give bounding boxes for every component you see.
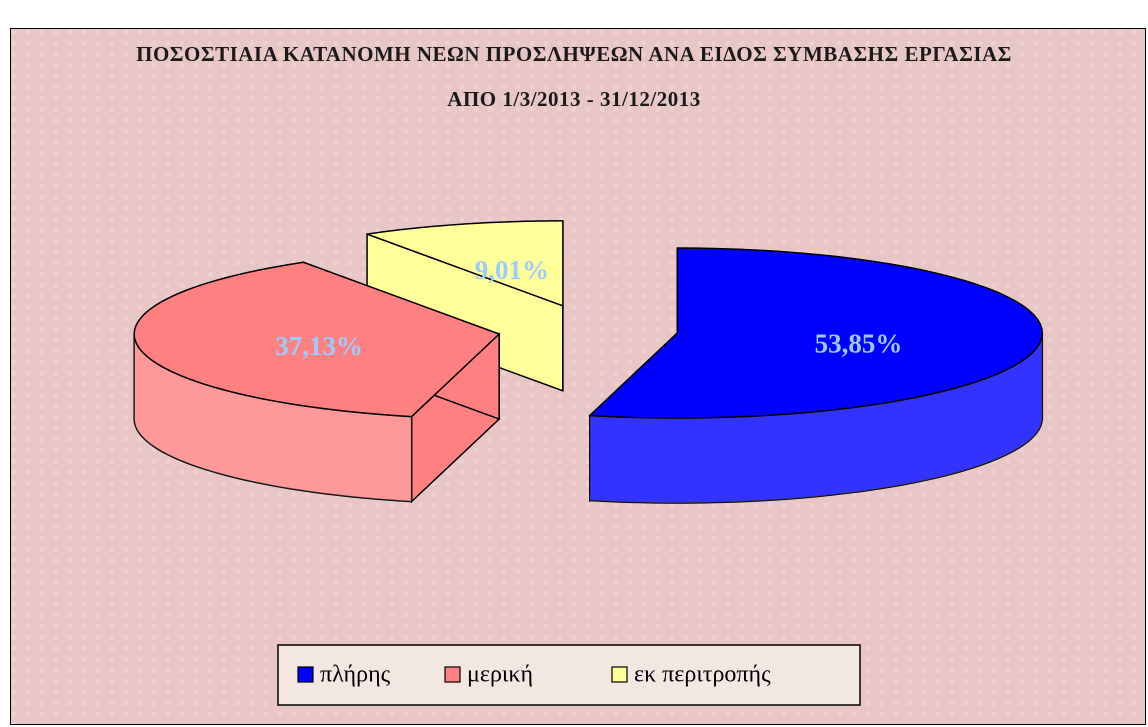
legend [277, 644, 861, 706]
data-label: 53,85% [815, 328, 903, 358]
legend-swatch [444, 666, 461, 683]
slice [133, 261, 501, 504]
chart-title: ΠΟΣΟΣΤΙΑΙΑ ΚΑΤΑΝΟΜΗ ΝΕΩΝ ΠΡΟΣΛΗΨΕΩΝ ΑΝΑ … [136, 42, 1012, 111]
data-label: 9,01% [475, 255, 549, 285]
data-label: 37,13% [275, 331, 363, 361]
slice-top [366, 220, 564, 307]
slice-side-shade [589, 333, 1043, 504]
slice [366, 220, 564, 392]
legend-swatch [611, 666, 628, 683]
slice-top [133, 261, 501, 418]
slice [587, 247, 1044, 504]
legend-label: εκ περιτροπής [634, 662, 771, 688]
legend-label: μερική [467, 662, 533, 688]
legend-label: πλήρης [320, 662, 391, 688]
slice-side-shade [134, 334, 412, 502]
slice-top [587, 247, 1044, 419]
legend-swatch [297, 666, 314, 683]
